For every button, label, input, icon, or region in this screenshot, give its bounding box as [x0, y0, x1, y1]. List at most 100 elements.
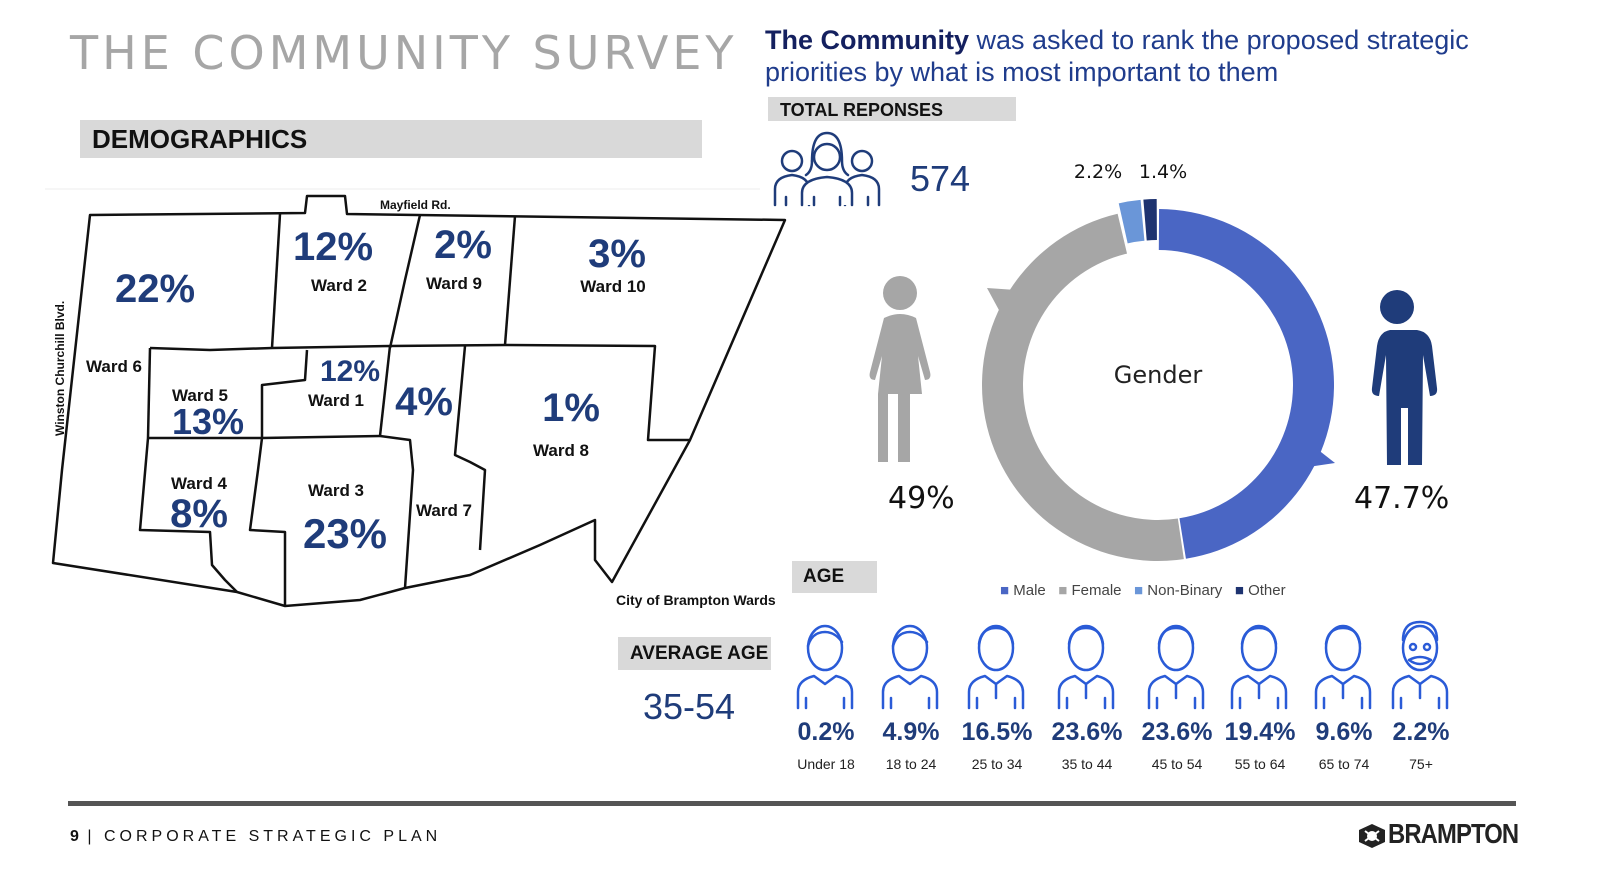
elderly-person-icon — [1391, 620, 1449, 710]
ward-name-4: Ward 10 — [580, 277, 646, 296]
ward-name-9: Ward 3 — [308, 481, 364, 500]
ward-boundary-w2-w9 — [388, 214, 422, 349]
age-category-6: 55 to 64 — [1234, 756, 1286, 772]
ward-map: Mayfield Rd. Winston Churchill Blvd. 22%… — [45, 188, 787, 608]
ward-percent-4: 3% — [588, 232, 646, 276]
person-avatar-icon — [796, 624, 854, 710]
brampton-logo-icon — [1359, 824, 1385, 848]
age-category-5: 45 to 54 — [1151, 756, 1203, 772]
ward-name-10: Ward 7 — [416, 501, 472, 520]
ward-boundary-w4-w6 — [138, 437, 238, 593]
ward-boundary-w5-w6 — [146, 347, 152, 439]
subheading-rest: was asked to rank the proposed strategic… — [765, 25, 1469, 87]
total-responses-label: TOTAL REPONSES — [780, 100, 944, 120]
plan-title: CORPORATE STRATEGIC PLAN — [103, 828, 442, 845]
ward-percent-3: 2% — [434, 223, 492, 267]
ward-name-2: Ward 2 — [311, 276, 367, 295]
gender-donut-chart: Gender 47.7% 49% 2.2% 1.4% — [869, 161, 1449, 562]
ward-boundary-w4-w3 — [248, 437, 287, 606]
subheading: The Community was asked to rank the prop… — [765, 24, 1545, 88]
age-pct-2: 4.9% — [882, 718, 940, 746]
demographics-bar — [80, 120, 702, 158]
page-title: THE COMMUNITY SURVEY — [70, 26, 738, 80]
ward-name-8: Ward 4 — [171, 474, 228, 493]
ward-percent-8: 8% — [170, 492, 228, 536]
ward-boundary-w7-w8 — [453, 345, 487, 551]
age-category-7: 65 to 74 — [1318, 756, 1370, 772]
footer-separator: | — [87, 828, 96, 845]
male-pointer — [1308, 445, 1335, 467]
age-pct-8: 2.2% — [1392, 718, 1450, 746]
page-number: 9 — [70, 828, 79, 845]
ward-name-6: Ward 1 — [308, 391, 364, 410]
person-avatar-icon — [967, 624, 1025, 710]
person-avatar-icon — [1147, 624, 1205, 710]
legend-item-non-binary: ■ Non-Binary — [1134, 582, 1223, 599]
average-age-bar — [618, 637, 771, 670]
ward-name-7: Ward 8 — [533, 441, 589, 460]
gender-pct-female: 49% — [888, 481, 955, 516]
ward-percent-1: 22% — [115, 267, 195, 311]
donut-slice-male — [1158, 209, 1334, 559]
donut-slice-other — [1143, 199, 1157, 241]
ward-percent-2: 12% — [293, 225, 373, 269]
female-figure-icon — [869, 276, 931, 462]
male-figure-icon — [1371, 290, 1438, 465]
gender-pct-non-binary: 2.2% — [1074, 161, 1122, 183]
person-avatar-icon — [1230, 624, 1288, 710]
ward-boundary-w6-w2 — [270, 213, 282, 349]
ward-percent-9: 23% — [303, 510, 387, 557]
age-label-bar — [792, 561, 877, 593]
gender-legend: ■ Male ■ Female ■ Non-Binary ■ Other — [1000, 582, 1286, 599]
demographics-heading: DEMOGRAPHICS — [92, 124, 308, 154]
age-category-2: 18 to 24 — [885, 756, 937, 772]
person-avatar-icon — [1314, 624, 1372, 710]
person-avatar-icon — [881, 624, 939, 710]
ward-name-5: Ward 5 — [172, 386, 228, 405]
donut-slice-non-binary — [1118, 199, 1145, 244]
subheading-strong: The Community — [765, 25, 970, 55]
ward-name-3: Ward 9 — [426, 274, 482, 293]
age-category-4: 35 to 44 — [1061, 756, 1113, 772]
ward-percent-10: 4% — [395, 380, 453, 424]
age-pct-5: 23.6% — [1141, 718, 1213, 746]
legend-item-female: ■ Female — [1058, 582, 1122, 599]
people-group-icon — [773, 131, 881, 207]
footer-divider — [68, 801, 1516, 806]
ward-boundary-w3-w7 — [379, 434, 415, 589]
age-category-3: 25 to 34 — [971, 756, 1023, 772]
brand-wordmark: BRAMPTON — [1388, 818, 1519, 849]
ward-percent-7: 1% — [542, 386, 600, 430]
gender-pct-other: 1.4% — [1139, 161, 1187, 183]
ward-boundary-w5-w1 — [260, 349, 309, 438]
age-pct-7: 9.6% — [1315, 718, 1373, 746]
age-category-8: 75+ — [1409, 756, 1433, 772]
female-pointer — [987, 288, 1016, 312]
donut-title: Gender — [1114, 361, 1203, 389]
person-avatar-icon — [1057, 624, 1115, 710]
age-pct-4: 23.6% — [1051, 718, 1123, 746]
road-label-mayfield: Mayfield Rd. — [380, 198, 451, 212]
donut-slice-female — [981, 213, 1184, 562]
legend-item-other: ■ Other — [1234, 582, 1286, 599]
age-pct-6: 19.4% — [1224, 718, 1296, 746]
ward-percent-5: 13% — [172, 401, 244, 442]
age-pct-1: 0.2% — [797, 718, 855, 746]
average-age-label: AVERAGE AGE — [630, 643, 769, 664]
footer-text: 9 | CORPORATE STRATEGIC PLAN — [70, 828, 441, 846]
legend-item-male: ■ Male — [1000, 582, 1046, 599]
ward-boundary-w1-w7 — [378, 345, 392, 437]
total-responses-value: 574 — [910, 158, 971, 199]
road-label-winston-churchill: Winston Churchill Blvd. — [53, 301, 67, 436]
total-responses-bar — [768, 97, 1016, 121]
ward-boundary-mid — [149, 343, 690, 442]
average-age-value: 35-54 — [643, 686, 736, 727]
map-caption: City of Brampton Wards — [616, 592, 776, 608]
gender-pct-male: 47.7% — [1354, 481, 1449, 516]
ward-percent-6: 12% — [320, 355, 380, 388]
ward-boundary-w1-w3 — [261, 434, 381, 440]
age-category-1: Under 18 — [797, 756, 855, 772]
ward-name-1: Ward 6 — [86, 357, 142, 376]
age-label: AGE — [803, 566, 845, 587]
age-pct-3: 16.5% — [961, 718, 1033, 746]
